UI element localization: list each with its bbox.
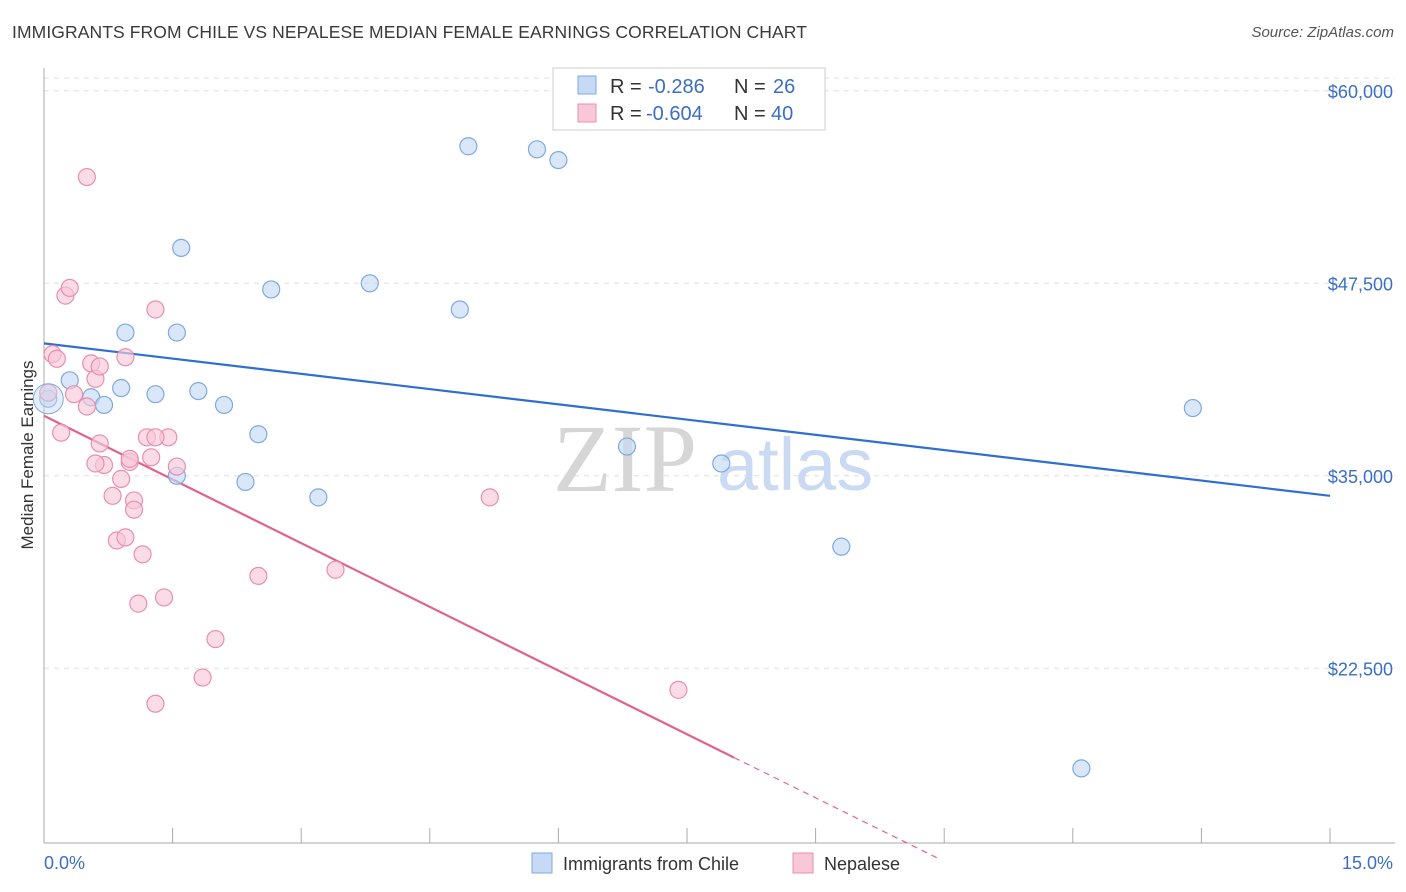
chile-point-14 xyxy=(236,472,255,492)
legend-r-label-1: R = xyxy=(610,76,642,98)
nepalese-point-32 xyxy=(249,566,268,586)
watermark-atlas: atlas xyxy=(717,423,873,506)
nepalese-point-2 xyxy=(47,349,66,368)
chile-point-9 xyxy=(189,382,208,401)
chile-point-24 xyxy=(1183,398,1202,418)
chile-point-20 xyxy=(549,151,568,170)
legend-n-label-2: N = xyxy=(734,103,766,125)
nepalese-point-19 xyxy=(116,528,135,547)
watermark-zip: ZIP xyxy=(553,405,697,512)
chile-point-6 xyxy=(146,385,165,404)
legend-swatch-chile xyxy=(577,75,597,95)
nepalese-point-30 xyxy=(206,629,225,649)
chile-point-16 xyxy=(360,274,379,293)
nepalese-point-33 xyxy=(326,560,345,579)
correlation-legend: R = -0.286 N = 26 R = -0.604 N = 40 xyxy=(552,67,826,131)
trend-line-0 xyxy=(43,342,1331,497)
nepalese-point-4 xyxy=(60,278,79,298)
chile-point-3 xyxy=(94,395,114,415)
nepalese-point-9 xyxy=(90,434,109,453)
nepalese-point-5 xyxy=(64,385,84,404)
nepalese-point-27 xyxy=(146,300,165,319)
legend-r-value-1: -0.286 xyxy=(648,76,705,98)
chile-point-21 xyxy=(617,437,637,456)
chile-point-7 xyxy=(167,323,186,342)
legend-r-label-2: R = xyxy=(610,103,642,125)
axes xyxy=(43,68,1395,844)
nepalese-point-38 xyxy=(77,167,96,187)
trend-lines xyxy=(43,342,1331,860)
trend-line-dashed-1 xyxy=(733,757,941,860)
trend-line-1 xyxy=(43,414,735,759)
legend-label-nepalese: Nepalese xyxy=(824,854,900,874)
chile-cluster-point xyxy=(32,383,64,415)
watermark: ZIP atlas xyxy=(553,405,873,512)
data-points xyxy=(32,137,1202,778)
source-label: Source: ZipAtlas.com xyxy=(1251,24,1394,41)
chile-point-5 xyxy=(112,378,131,398)
legend-n-value-2: 40 xyxy=(771,103,793,125)
legend-label-chile: Immigrants from Chile xyxy=(563,854,739,874)
chile-point-10 xyxy=(214,395,234,415)
legend-n-label-1: N = xyxy=(734,76,766,98)
nepalese-point-39 xyxy=(120,449,139,468)
y-tick-label: $47,500 xyxy=(1328,274,1393,294)
nepalese-point-23 xyxy=(142,448,161,467)
chile-point-25 xyxy=(1072,759,1091,778)
nepalese-point-35 xyxy=(669,680,688,699)
series-legend: Immigrants from Chile Nepalese xyxy=(531,852,900,874)
chile-point-22 xyxy=(712,454,731,473)
legend-swatch-nepalese xyxy=(577,103,597,123)
x-tick-label-max: 15.0% xyxy=(1342,853,1393,873)
nepalese-point-28 xyxy=(167,457,186,476)
x-tick-labels: 0.0% 15.0% xyxy=(44,853,1393,873)
legend-swatch-nepalese-bottom xyxy=(792,852,814,874)
nepalese-point-29 xyxy=(146,694,165,713)
nepalese-point-34 xyxy=(480,488,499,507)
nepalese-point-24 xyxy=(133,545,152,564)
nepalese-point-26 xyxy=(154,588,174,607)
legend-r-value-2: -0.604 xyxy=(646,103,703,125)
nepalese-point-11 xyxy=(103,486,122,505)
chile-point-12 xyxy=(262,280,281,299)
gridlines xyxy=(44,77,1395,669)
nepalese-point-37 xyxy=(86,454,105,473)
chile-point-15 xyxy=(309,488,328,507)
chile-point-23 xyxy=(832,537,851,556)
nepalese-point-31 xyxy=(193,668,212,687)
chart-title: IMMIGRANTS FROM CHILE VS NEPALESE MEDIAN… xyxy=(12,22,808,42)
chile-point-4 xyxy=(116,323,135,342)
nepalese-point-18 xyxy=(124,500,144,519)
nepalese-point-25 xyxy=(129,594,148,613)
nepalese-point-12 xyxy=(90,357,109,376)
nepalese-point-14 xyxy=(112,469,131,488)
x-tick-label-min: 0.0% xyxy=(44,853,85,873)
y-tick-label: $22,500 xyxy=(1328,659,1393,679)
y-tick-label: $60,000 xyxy=(1328,82,1393,102)
y-tick-labels: $22,500 $35,000 $47,500 $60,000 xyxy=(1328,82,1393,679)
chile-point-11 xyxy=(249,425,268,444)
legend-swatch-chile-bottom xyxy=(531,852,553,874)
nepalese-point-6 xyxy=(77,397,96,416)
legend-n-value-1: 26 xyxy=(773,76,795,98)
chile-point-19 xyxy=(527,140,547,159)
y-axis-title: Median Female Earnings xyxy=(18,361,37,550)
nepalese-point-36 xyxy=(116,348,135,367)
chile-point-18 xyxy=(459,137,478,156)
nepalese-point-13 xyxy=(52,423,71,442)
y-tick-label: $35,000 xyxy=(1328,467,1393,487)
chile-point-17 xyxy=(450,300,469,319)
chile-point-8 xyxy=(172,238,191,257)
nepalese-point-22 xyxy=(146,428,165,447)
